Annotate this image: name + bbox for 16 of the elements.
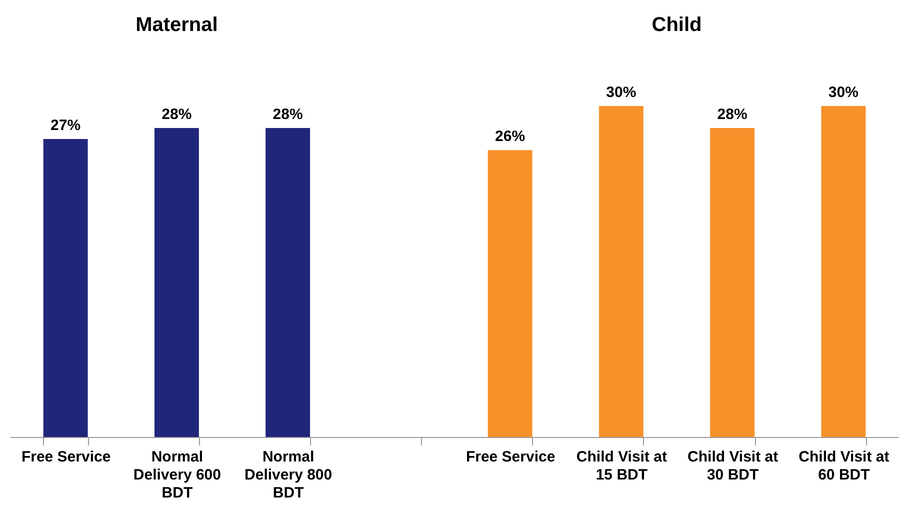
data-label: 28% <box>717 106 748 124</box>
text: Maternal <box>136 14 218 36</box>
x-tick-label: Free Service <box>21 448 111 466</box>
x-tick-label: Normal Delivery 800 BDT <box>244 448 332 502</box>
data-label: 28% <box>272 106 303 124</box>
data-label: 27% <box>50 117 81 134</box>
x-tick-label: Child Visit at 30 BDT <box>688 448 778 484</box>
text: Child <box>652 14 702 36</box>
data-label: 30% <box>606 84 636 101</box>
x-tick-label: Free Service <box>466 448 556 466</box>
x-tick-label: Normal Delivery 600 BDT <box>133 448 221 502</box>
data-label: 28% <box>162 106 192 124</box>
x-tick-label: Child Visit at 15 BDT <box>576 448 667 484</box>
data-label: 30% <box>828 84 858 101</box>
data-label: 26% <box>495 128 526 146</box>
x-tick-label: Child Visit at 60 BDT <box>798 448 890 484</box>
